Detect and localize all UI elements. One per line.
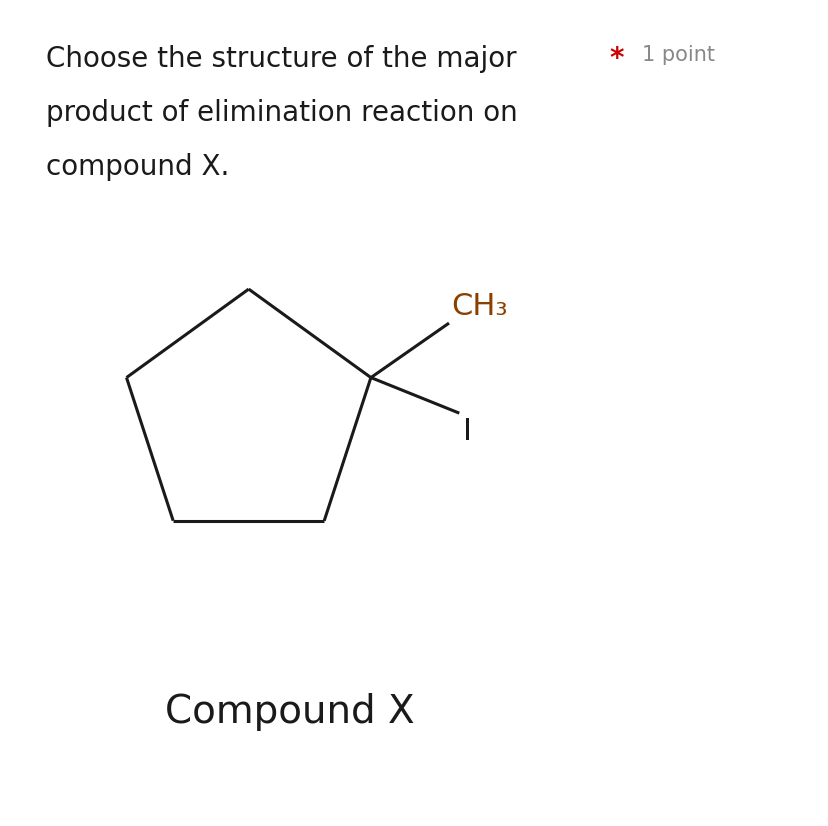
Text: Compound X: Compound X [165,693,415,731]
Text: Choose the structure of the major: Choose the structure of the major [46,45,516,74]
Text: *: * [609,45,623,74]
Text: I: I [463,417,472,446]
Text: compound X.: compound X. [46,153,229,181]
Text: CH₃: CH₃ [451,292,508,320]
Text: 1 point: 1 point [642,45,715,65]
Text: product of elimination reaction on: product of elimination reaction on [46,99,517,127]
